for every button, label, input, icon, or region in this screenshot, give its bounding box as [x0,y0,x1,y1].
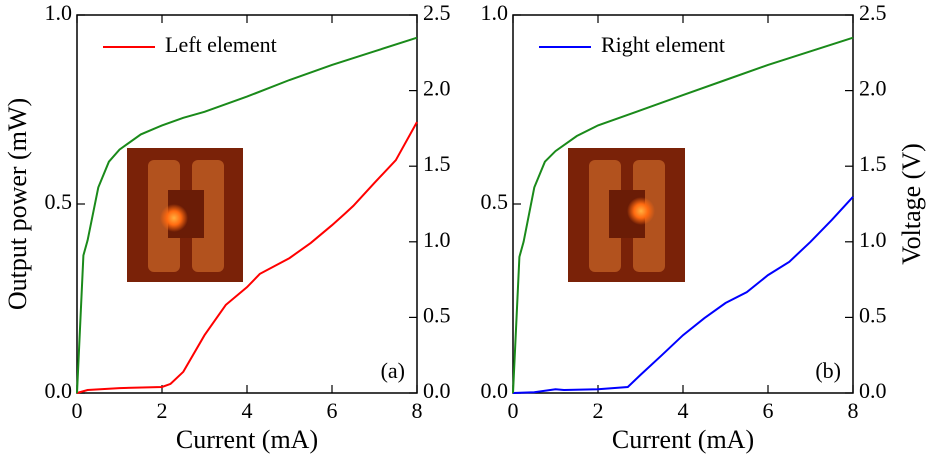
x-tick-label: 0 [72,398,83,423]
x-tick-label: 4 [678,398,689,423]
inset-image [568,148,685,282]
y-tick-label: 0.5 [45,189,73,214]
y2-axis-label: Voltage (V) [897,143,926,265]
y2-tick-label: 2.0 [423,76,451,101]
y2-tick-label: 1.0 [859,227,887,252]
data-line [512,196,854,394]
x-tick-label: 4 [242,398,253,423]
y2-tick-label: 0.5 [423,302,451,327]
data-line [512,36,854,394]
y2-tick-label: 2.5 [423,0,451,25]
y-tick-label: 0.0 [481,378,509,403]
y2-tick-label: 1.0 [423,227,451,252]
x-tick-label: 8 [848,398,859,423]
x-tick-label: 2 [157,398,168,423]
x-tick-label: 0 [508,398,519,423]
y-tick-label: 0.0 [45,378,73,403]
x-tick-label: 2 [593,398,604,423]
y-tick-label: 0.5 [481,189,509,214]
y2-tick-label: 0.0 [859,378,887,403]
y-axis-label: Output power (mW) [3,98,32,310]
legend-label: Right element [601,32,725,57]
y-tick-label: 1.0 [481,0,509,25]
x-tick-label: 6 [327,398,338,423]
y2-tick-label: 2.0 [859,76,887,101]
y2-tick-label: 1.5 [423,151,451,176]
panel-label: (b) [815,358,841,383]
y2-tick-label: 0.0 [423,378,451,403]
y2-tick-label: 0.5 [859,302,887,327]
y-tick-label: 1.0 [45,0,73,25]
x-tick-label: 8 [412,398,423,423]
data-line [76,36,418,394]
inset-image [127,148,243,282]
legend-label: Left element [165,32,277,57]
x-axis-label: Current (mA) [612,425,754,454]
x-axis-label: Current (mA) [176,425,318,454]
data-line [76,121,418,394]
y2-tick-label: 2.5 [859,0,887,25]
x-tick-label: 6 [763,398,774,423]
panel-label: (a) [381,358,405,383]
y2-tick-label: 1.5 [859,151,887,176]
